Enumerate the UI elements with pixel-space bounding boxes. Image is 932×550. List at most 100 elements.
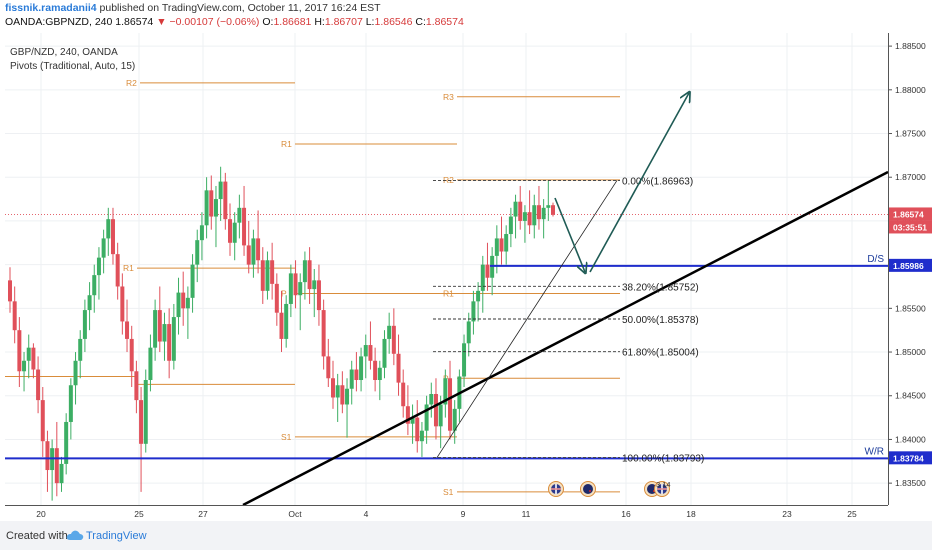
candle-body (429, 393, 434, 405)
candle-body (87, 295, 92, 311)
footer: Created with TradingView (0, 521, 932, 550)
x-tick-label: 23 (782, 509, 792, 519)
price-axis[interactable]: 1.835001.840001.845001.850001.855001.860… (888, 33, 932, 505)
candle-body (59, 463, 64, 484)
open-value: 1.86681 (273, 16, 312, 28)
candle-body (443, 378, 448, 405)
author-link[interactable]: fissnik.ramadanii4 (5, 2, 97, 14)
legend: GBP/NZD, 240, OANDA Pivots (Traditional, … (10, 47, 135, 72)
candle-body (499, 238, 504, 252)
candle-body (466, 321, 471, 344)
candle-body (359, 356, 364, 381)
candle-body (265, 260, 270, 291)
candle-body (129, 338, 134, 372)
x-tick-label: Oct (288, 509, 302, 519)
fib-trend-line (436, 180, 618, 458)
price-badge (889, 451, 932, 465)
candle-body (382, 338, 387, 368)
price-badge-label: 1.85986 (893, 261, 924, 271)
candle-body (321, 310, 326, 357)
candle-body (480, 264, 485, 291)
pivot-label: R1 (443, 288, 454, 298)
close-value: 1.86574 (425, 16, 464, 28)
candle-body (452, 408, 457, 431)
drawings: GBP/NZD, 240, OANDA Pivots (Traditional, … (5, 47, 889, 507)
high-label: H: (314, 16, 325, 28)
candle-body (419, 430, 424, 442)
tradingview-link[interactable]: TradingView (86, 530, 147, 542)
candle-body (181, 292, 186, 309)
y-tick-label: 1.85000 (895, 347, 926, 357)
event-count: 3 14 (656, 480, 671, 489)
fib-level-label: 0.00%(1.86963) (622, 176, 693, 187)
pivot-label: P (281, 288, 287, 298)
high-value: 1.86707 (324, 16, 363, 28)
candle-body (40, 400, 45, 442)
candle-body (438, 404, 443, 427)
candle-body (330, 378, 335, 398)
ascending-trendline (242, 170, 889, 507)
candle-body (354, 369, 359, 381)
close-label: C: (415, 16, 426, 28)
candle-body (335, 385, 340, 398)
candle-body (405, 406, 410, 424)
candle-body (26, 347, 31, 361)
candle-body (284, 303, 289, 339)
candle-body (148, 347, 153, 381)
candle-body (153, 310, 158, 348)
candle-body (424, 404, 429, 431)
candle-body (101, 238, 106, 258)
y-tick-label: 1.87000 (895, 172, 926, 182)
candle-body (396, 353, 401, 383)
candle-body (513, 201, 518, 217)
x-tick-label: 25 (134, 509, 144, 519)
publish-line: fissnik.ramadanii4 published on TradingV… (5, 2, 381, 14)
price-badge (889, 220, 932, 234)
candle-body (120, 286, 125, 322)
candle-body (139, 400, 144, 444)
header: fissnik.ramadanii4 published on TradingV… (0, 0, 932, 30)
x-tick-label: 27 (198, 509, 208, 519)
pivot-label: S1 (281, 432, 292, 442)
x-tick-label: 4 (364, 509, 369, 519)
x-tick-label: 18 (686, 509, 696, 519)
zone-label: W/R (865, 446, 884, 457)
candle-body (288, 273, 293, 304)
candle-body (448, 378, 453, 431)
zone-label: D/S (867, 254, 884, 265)
open-label: O: (262, 16, 274, 28)
candle-body (209, 190, 214, 217)
candle-body (31, 347, 36, 370)
grid (5, 33, 888, 505)
pivot-label: R3 (443, 92, 454, 102)
candle-body (307, 260, 312, 290)
price-badge-label: 1.83784 (893, 453, 924, 463)
candle-body (195, 240, 200, 265)
candle-body (190, 264, 195, 298)
candle-body (134, 371, 139, 401)
price-badge (889, 207, 932, 221)
candle-body (541, 207, 546, 220)
candle-body (462, 343, 467, 377)
ohlc-line: OANDA:GBPNZD, 240 1.86574 ▼ −0.00107 (−0… (5, 16, 464, 28)
time-axis[interactable]: 20 25 27 Oct 4 9 11 16 18 23 25 (5, 505, 888, 520)
candle-body (433, 393, 438, 427)
candle-body (8, 280, 12, 302)
down-arrow (554, 197, 585, 272)
flag-fill (583, 484, 593, 494)
low-label: L: (365, 16, 375, 28)
pivot-label: R2 (443, 175, 454, 185)
candle-body (312, 280, 317, 290)
fib-level-label: 100.00%(1.83793) (622, 454, 704, 465)
candle-body (143, 380, 148, 444)
candle-body (551, 205, 555, 215)
publish-info: published on TradingView.com, October 11… (96, 2, 381, 14)
candle-body (199, 225, 204, 241)
x-tick-label: 16 (621, 509, 631, 519)
candle-body (387, 325, 392, 339)
pivot-label: S1 (443, 487, 454, 497)
up-arrow (589, 93, 689, 273)
candle-body (22, 360, 27, 372)
